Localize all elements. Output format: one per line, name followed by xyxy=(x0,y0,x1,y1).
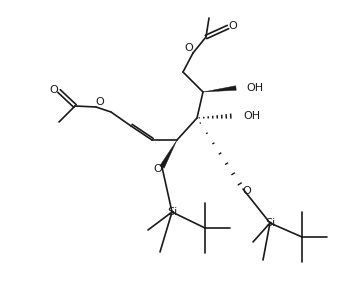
Text: O: O xyxy=(96,97,105,107)
Text: OH: OH xyxy=(243,111,260,121)
Text: Si: Si xyxy=(167,207,177,217)
Polygon shape xyxy=(160,140,177,168)
Text: O: O xyxy=(229,21,237,31)
Text: O: O xyxy=(154,164,162,174)
Text: O: O xyxy=(50,85,58,95)
Text: Si: Si xyxy=(265,218,275,228)
Text: O: O xyxy=(185,43,194,53)
Text: O: O xyxy=(243,186,252,196)
Text: OH: OH xyxy=(246,83,263,93)
Polygon shape xyxy=(203,86,236,92)
